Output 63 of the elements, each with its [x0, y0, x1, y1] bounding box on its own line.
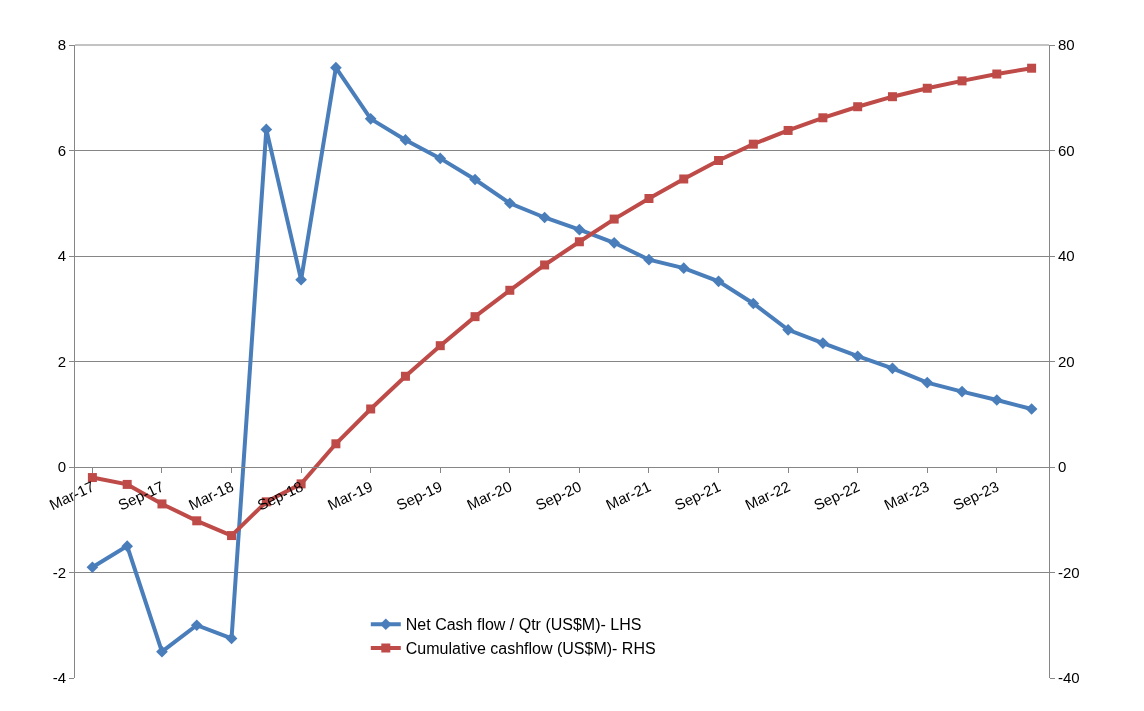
point: [714, 156, 724, 166]
y-tick-label: -4: [52, 669, 66, 687]
point: [156, 645, 168, 658]
point: [783, 125, 793, 135]
y2-tick-label: 80: [1058, 36, 1075, 54]
y2-tick-label: 20: [1058, 352, 1075, 370]
y-tick-label: -2: [52, 563, 66, 581]
point: [679, 174, 689, 184]
point: [990, 394, 1003, 406]
point: [87, 473, 97, 483]
point: [503, 197, 516, 210]
point: [818, 113, 828, 123]
point: [643, 253, 655, 266]
y-tick-label: 0: [57, 458, 66, 476]
point: [121, 540, 134, 552]
point: [366, 404, 376, 414]
point: [540, 260, 550, 270]
point: [887, 92, 897, 102]
y-tick-label: 6: [57, 141, 66, 159]
point: [86, 561, 99, 574]
y-tick-label: 2: [57, 352, 66, 370]
point: [853, 102, 863, 112]
point: [677, 262, 690, 274]
point: [470, 312, 480, 322]
y2-tick-label: 60: [1058, 141, 1075, 159]
point: [192, 516, 202, 526]
legend-label: Cumulative cashflow (US$M)- RHS: [405, 640, 656, 658]
point: [435, 341, 445, 351]
y-tick-label: 4: [57, 247, 66, 265]
point: [574, 237, 584, 247]
point: [331, 439, 341, 449]
point: [538, 211, 551, 224]
point: [399, 134, 412, 146]
y2-tick-label: -40: [1058, 669, 1080, 687]
point: [886, 362, 899, 375]
point: [434, 152, 447, 165]
point: [992, 69, 1002, 79]
point: [644, 194, 654, 203]
legend-label: Net Cash flow / Qtr (US$M)- LHS: [405, 616, 642, 634]
point: [400, 371, 410, 381]
point: [712, 275, 725, 288]
point: [921, 376, 934, 389]
point: [573, 223, 586, 236]
y2-tick-label: 0: [1058, 458, 1067, 476]
point: [1025, 403, 1038, 415]
point: [957, 76, 967, 86]
point: [747, 297, 760, 310]
point: [190, 619, 203, 632]
point: [227, 531, 237, 541]
point: [922, 83, 932, 93]
y2-tick-label: 40: [1058, 247, 1075, 265]
point: [956, 385, 968, 398]
point: [505, 285, 515, 295]
y2-tick-label: -20: [1058, 563, 1080, 581]
point: [609, 214, 619, 224]
point: [1027, 63, 1037, 73]
point: [469, 173, 481, 186]
point: [608, 236, 621, 249]
y-tick-label: 8: [57, 36, 66, 54]
point: [748, 139, 758, 149]
point: [782, 324, 794, 336]
point: [851, 350, 864, 363]
point: [364, 113, 377, 125]
